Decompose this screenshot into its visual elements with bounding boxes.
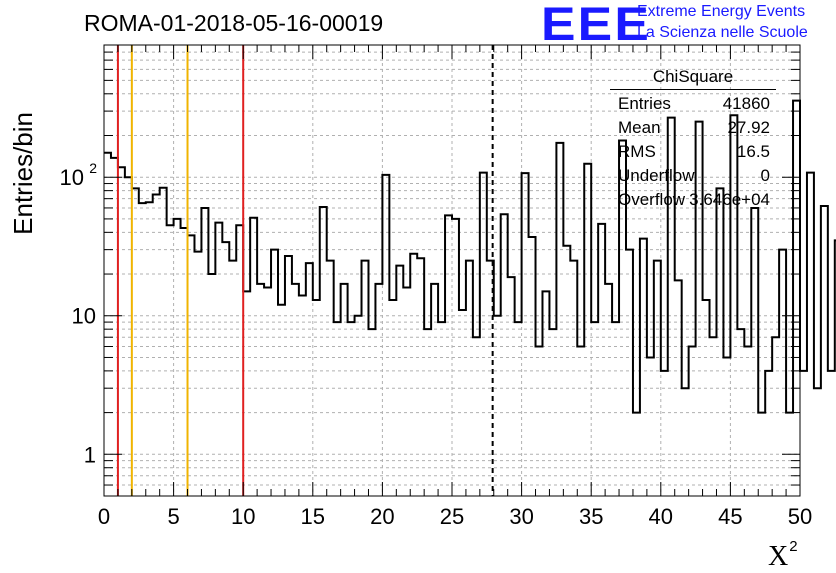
- x-tick-label: 5: [167, 504, 179, 529]
- stats-row: Entries 41860: [610, 92, 776, 116]
- stats-value: 0: [761, 166, 770, 186]
- y-tick-label: 1: [84, 442, 96, 467]
- x-tick-label: 25: [440, 504, 464, 529]
- x-tick-label: 35: [579, 504, 603, 529]
- x-tick-label: 15: [301, 504, 325, 529]
- stats-label: Overflow: [618, 190, 685, 210]
- stats-row: Underflow 0: [610, 164, 776, 188]
- x-tick-label: 40: [649, 504, 673, 529]
- stats-label: Underflow: [618, 166, 695, 186]
- stats-label: Entries: [618, 94, 671, 114]
- stats-row: Mean 27.92: [610, 116, 776, 140]
- stats-title: ChiSquare: [610, 67, 776, 90]
- x-tick-label: 0: [98, 504, 110, 529]
- x-tick-label: 45: [718, 504, 742, 529]
- stats-value: 16.5: [737, 142, 770, 162]
- stats-value: 27.92: [727, 118, 770, 138]
- y-tick-label: 10: [72, 304, 96, 329]
- x-tick-label: 50: [788, 504, 812, 529]
- stats-label: Mean: [618, 118, 661, 138]
- stats-label: RMS: [618, 142, 656, 162]
- stats-row: RMS 16.5: [610, 140, 776, 164]
- x-tick-label: 10: [231, 504, 255, 529]
- x-tick-label: 30: [509, 504, 533, 529]
- y-tick-label-exponent: 2: [89, 160, 97, 176]
- y-tick-label: 10: [60, 165, 84, 190]
- stats-value: 3.646e+04: [689, 190, 770, 210]
- x-tick-label: 20: [370, 504, 394, 529]
- stats-value: 41860: [723, 94, 770, 114]
